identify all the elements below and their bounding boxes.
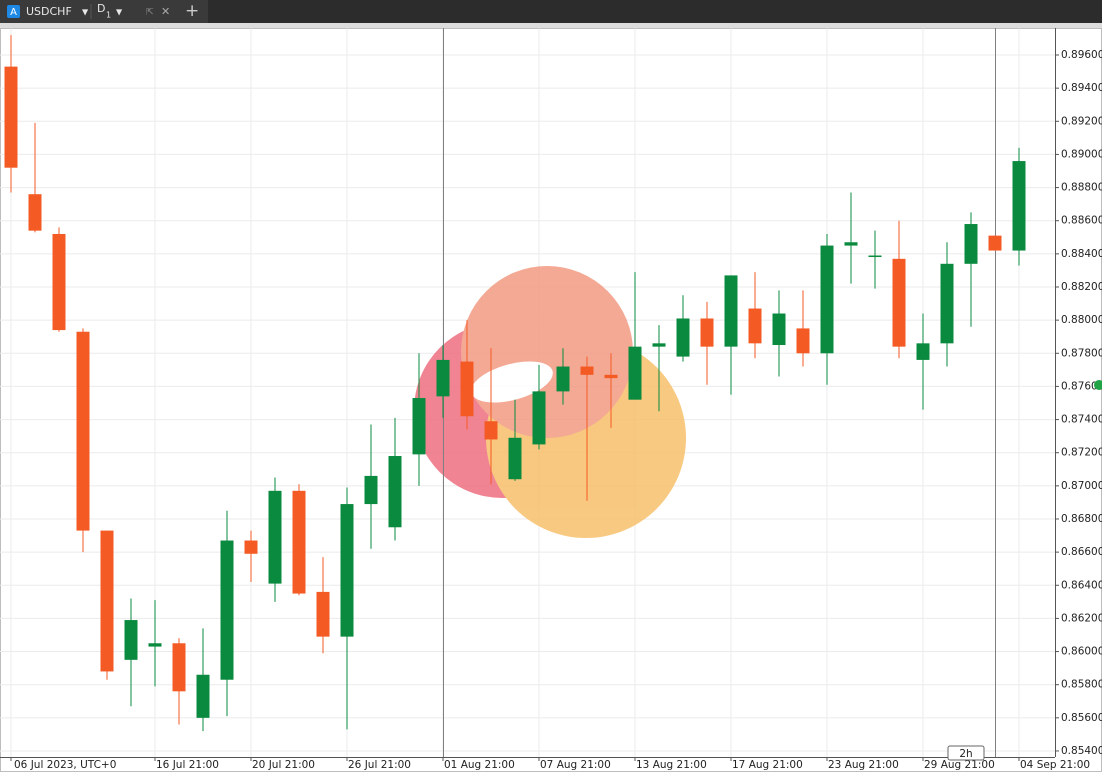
x-tick-label: 07 Aug 21:00 (540, 759, 611, 771)
x-tick-label: 29 Aug 21:00 (924, 759, 995, 771)
candle-body (100, 530, 114, 672)
close-tab[interactable]: ✕ (161, 5, 170, 18)
y-tick-label: 0.86200 (1061, 612, 1102, 624)
timeframe-sub: 1 (106, 11, 111, 20)
candle-body (268, 490, 282, 584)
candle-body (124, 620, 138, 660)
candle-body (220, 540, 234, 680)
time-scale-badge-label: 2h (959, 748, 972, 760)
x-tick-label: 04 Sep 21:00 (1020, 759, 1090, 771)
candle-body (52, 233, 66, 331)
x-tick-label: 06 Jul 2023, UTC+0 (14, 759, 116, 771)
candle-body (316, 591, 330, 637)
app-icon (7, 5, 20, 18)
timeframe[interactable]: D (97, 2, 105, 15)
candle-body (436, 359, 450, 397)
candle-body (724, 275, 738, 347)
y-tick-label: 0.88200 (1061, 281, 1102, 293)
candle-body (484, 421, 498, 440)
candle-body (172, 643, 186, 692)
candles (4, 35, 1026, 732)
candle-body (460, 361, 474, 417)
candle-body (700, 318, 714, 347)
candle-body (820, 245, 834, 354)
candle-body (844, 242, 858, 246)
x-tick-label: 16 Jul 21:00 (156, 759, 219, 771)
watermark-circle (461, 266, 633, 438)
price-marker (1094, 380, 1102, 390)
timeframe-dropdown[interactable]: ▼ (116, 8, 123, 17)
candle-body (796, 328, 810, 354)
tab-bar-edge (0, 23, 1102, 28)
candle-body (340, 504, 354, 637)
candle-body (940, 263, 954, 344)
candle-body (676, 318, 690, 357)
y-tick-label: 0.86000 (1061, 646, 1102, 658)
x-tick-label: 26 Jul 21:00 (348, 759, 411, 771)
candle-body (244, 540, 258, 554)
symbol-dropdown[interactable]: ▼ (82, 8, 89, 17)
candle-body (76, 331, 90, 531)
candle-body (916, 343, 930, 360)
active-tab[interactable] (0, 0, 208, 23)
y-tick-label: 0.89600 (1061, 49, 1102, 61)
x-tick-label: 01 Aug 21:00 (444, 759, 515, 771)
new-tab[interactable]: + (185, 1, 199, 21)
candle-body (628, 346, 642, 400)
y-tick-label: 0.85800 (1061, 679, 1102, 691)
x-tick-label: 13 Aug 21:00 (636, 759, 707, 771)
candle-body (580, 366, 594, 375)
candle-body (412, 398, 426, 455)
candle-body (292, 490, 306, 594)
symbol[interactable]: USDCHF (26, 5, 72, 18)
detach-button[interactable]: ⇱ (146, 8, 154, 18)
y-tick-label: 0.88000 (1061, 314, 1102, 326)
axes: 0.85400 0.85600 0.85800 0.86000 0.86200 0.864… (10, 49, 1102, 771)
y-tick-label: 0.85600 (1061, 712, 1102, 724)
candle-body (748, 308, 762, 344)
y-tick-label: 0.89400 (1061, 82, 1102, 94)
x-tick-label: 23 Aug 21:00 (828, 759, 899, 771)
candle-body (652, 343, 666, 347)
y-tick-label: 0.89200 (1061, 115, 1102, 127)
candle-body (508, 437, 522, 480)
candle-body (532, 391, 546, 445)
y-tick-label: 0.87800 (1061, 347, 1102, 359)
candle-body (1012, 161, 1026, 251)
candle-body (772, 313, 786, 345)
tab-bar-bg (0, 0, 1102, 23)
y-tick-label: 0.88400 (1061, 248, 1102, 260)
app-icon-letter: A (10, 7, 17, 18)
candle-body (364, 475, 378, 505)
candle-body (148, 643, 162, 647)
candle-body (868, 255, 882, 258)
y-tick-label: 0.89000 (1061, 148, 1102, 160)
candle-body (892, 258, 906, 347)
candle-body (556, 366, 570, 392)
x-tick-label: 17 Aug 21:00 (732, 759, 803, 771)
candle-body (388, 456, 402, 528)
y-tick-label: 0.86800 (1061, 513, 1102, 525)
candle-body (964, 224, 978, 264)
watermark-hole (471, 361, 553, 403)
x-tick-label: 20 Jul 21:00 (252, 759, 315, 771)
candle-body (4, 66, 18, 168)
candle-body (28, 194, 42, 231)
time-scale-badge[interactable] (947, 745, 985, 761)
candle-body (604, 374, 618, 379)
y-tick-label: 0.86600 (1061, 546, 1102, 558)
y-tick-label: 0.87400 (1061, 414, 1102, 426)
y-tick-label: 0.85400 (1061, 745, 1102, 757)
candle-body (988, 235, 1002, 251)
y-tick-label: 0.87200 (1061, 447, 1102, 459)
y-tick-label: 0.88800 (1061, 182, 1102, 194)
y-tick-label: 0.86400 (1061, 579, 1102, 591)
y-tick-label: 0.87000 (1061, 480, 1102, 492)
tab-bar: A USDCHF ▼ D 1 ▼ ⇱ ✕ + (0, 0, 1102, 23)
y-tick-label: 0.87600 (1061, 380, 1102, 392)
candle-body (196, 674, 210, 718)
y-tick-label: 0.88600 (1061, 215, 1102, 227)
